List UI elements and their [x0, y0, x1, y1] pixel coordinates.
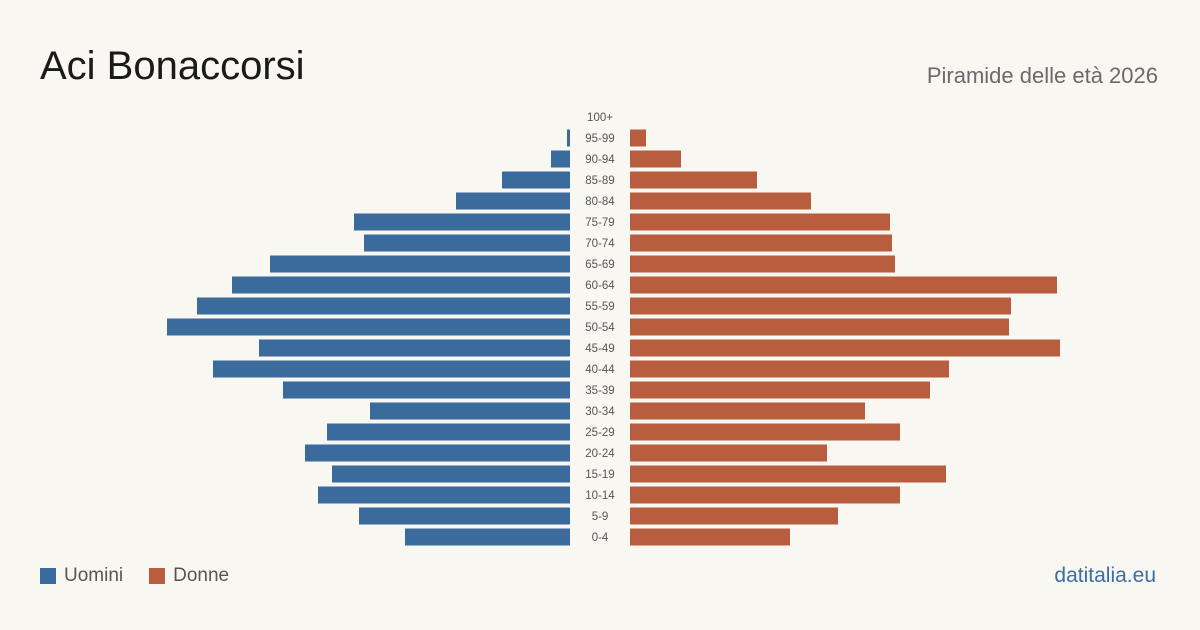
age-label-45-49: 45-49 — [585, 343, 614, 355]
bar-men-25-29 — [327, 423, 570, 441]
age-label-30-34: 30-34 — [585, 406, 615, 418]
bar-women-75-79 — [630, 213, 890, 231]
bar-women-85-89 — [630, 171, 757, 189]
bar-men-60-64 — [232, 276, 570, 294]
age-label-65-69: 65-69 — [585, 259, 614, 271]
bar-women-50-54 — [630, 318, 1009, 336]
legend-label-women: Donne — [173, 565, 230, 586]
legend-swatch-men — [40, 568, 56, 584]
bar-men-55-59 — [197, 297, 570, 315]
age-label-90-94: 90-94 — [585, 154, 615, 166]
age-label-70-74: 70-74 — [585, 238, 615, 250]
age-label-10-14: 10-14 — [585, 490, 615, 502]
page-title: Aci Bonaccorsi — [40, 44, 305, 88]
legend-swatch-women — [149, 568, 166, 584]
age-label-95-99: 95-99 — [585, 133, 614, 145]
bar-women-55-59 — [630, 297, 1011, 315]
bar-women-20-24 — [630, 444, 827, 462]
bar-women-65-69 — [630, 255, 895, 273]
legend: Uomini Donne — [40, 565, 255, 587]
page-subtitle: Piramide delle età 2026 — [926, 63, 1158, 88]
bar-women-45-49 — [630, 339, 1060, 357]
bar-women-30-34 — [630, 402, 865, 420]
age-label-25-29: 25-29 — [585, 427, 614, 439]
bar-men-75-79 — [354, 213, 570, 231]
bar-women-25-29 — [630, 423, 900, 441]
bar-men-40-44 — [213, 360, 570, 378]
bar-men-65-69 — [270, 255, 570, 273]
bar-men-0-4 — [405, 528, 570, 546]
bar-men-5-9 — [359, 507, 570, 525]
age-label-40-44: 40-44 — [585, 364, 615, 376]
bar-men-20-24 — [305, 444, 570, 462]
bar-women-40-44 — [630, 360, 949, 378]
bar-men-50-54 — [167, 318, 570, 336]
age-label-15-19: 15-19 — [585, 469, 614, 481]
bar-men-90-94 — [551, 150, 570, 168]
bar-men-15-19 — [332, 465, 570, 483]
bar-women-80-84 — [630, 192, 811, 210]
bar-men-85-89 — [502, 171, 570, 189]
bar-men-30-34 — [370, 402, 570, 420]
bar-women-5-9 — [630, 507, 838, 525]
bar-women-60-64 — [630, 276, 1057, 294]
legend-label-men: Uomini — [64, 565, 124, 586]
age-label-35-39: 35-39 — [585, 385, 614, 397]
age-label-85-89: 85-89 — [585, 175, 614, 187]
age-label-100-plus: 100+ — [587, 112, 613, 124]
bar-men-45-49 — [259, 339, 570, 357]
age-label-55-59: 55-59 — [585, 301, 614, 313]
bar-men-35-39 — [283, 381, 570, 399]
age-label-20-24: 20-24 — [585, 448, 615, 460]
bar-women-90-94 — [630, 150, 681, 168]
brand-link[interactable]: datitalia.eu — [1054, 564, 1156, 587]
age-label-50-54: 50-54 — [585, 322, 615, 334]
age-label-0-4: 0-4 — [592, 532, 609, 544]
bar-men-70-74 — [364, 234, 570, 252]
bar-men-10-14 — [318, 486, 570, 504]
legend-item-men: Uomini — [40, 565, 123, 587]
age-label-5-9: 5-9 — [592, 511, 609, 523]
bar-men-80-84 — [456, 192, 570, 210]
bar-women-0-4 — [630, 528, 790, 546]
bar-women-70-74 — [630, 234, 892, 252]
age-label-60-64: 60-64 — [585, 280, 615, 292]
bar-women-15-19 — [630, 465, 946, 483]
bar-women-10-14 — [630, 486, 900, 504]
age-label-80-84: 80-84 — [585, 196, 615, 208]
bar-women-35-39 — [630, 381, 930, 399]
age-label-75-79: 75-79 — [585, 217, 614, 229]
legend-item-women: Donne — [149, 565, 229, 587]
bar-men-95-99 — [567, 129, 570, 147]
bar-women-95-99 — [630, 129, 646, 147]
